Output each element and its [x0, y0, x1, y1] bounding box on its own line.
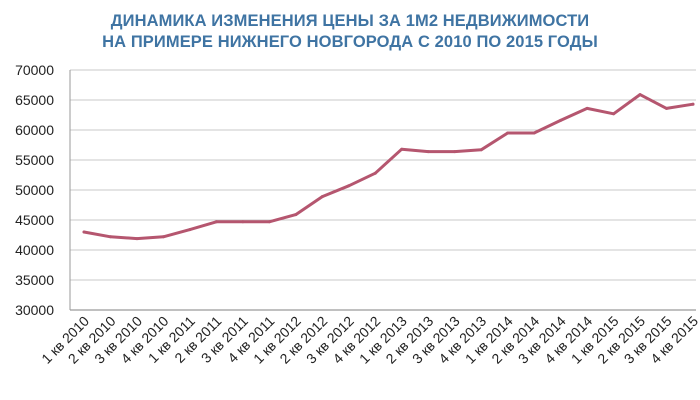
data-point: [373, 171, 377, 175]
data-point: [108, 235, 112, 239]
data-point: [532, 131, 536, 135]
data-point: [188, 228, 192, 232]
data-point: [320, 195, 324, 199]
axes: [69, 70, 696, 311]
data-point: [135, 237, 139, 241]
data-point: [294, 213, 298, 217]
data-point: [638, 93, 642, 97]
data-point: [506, 131, 510, 135]
data-point: [214, 220, 218, 224]
chart-title-line-1: ДИНАМИКА ИЗМЕНЕНИЯ ЦЕНЫ ЗА 1М2 НЕДВИЖИМО…: [110, 12, 590, 30]
chart-title: ДИНАМИКА ИЗМЕНЕНИЯ ЦЕНЫ ЗА 1М2 НЕДВИЖИМО…: [0, 11, 700, 53]
series-line: [82, 93, 695, 241]
data-point: [453, 150, 457, 154]
data-point: [82, 230, 86, 234]
data-point: [612, 112, 616, 116]
data-point: [585, 106, 589, 110]
data-point: [665, 106, 669, 110]
data-point: [161, 235, 165, 239]
y-tick-label: 65000: [15, 92, 54, 108]
gridlines: [70, 69, 696, 311]
data-point: [400, 147, 404, 151]
y-tick-label: 35000: [15, 272, 54, 288]
y-axis-tick-labels: 30000 35000 40000 45000 50000 55000 60000 65000…: [15, 62, 54, 318]
series-layer: [82, 93, 695, 241]
data-point: [559, 118, 563, 122]
data-point: [347, 184, 351, 188]
data-point: [426, 150, 430, 154]
y-tick-label: 60000: [15, 122, 54, 138]
data-point: [691, 102, 695, 106]
data-point: [267, 220, 271, 224]
data-point: [479, 148, 483, 152]
y-tick-label: 30000: [15, 302, 54, 318]
chart-title-line-2: НА ПРИМЕРЕ НИЖНЕГО НОВГОРОДА С 2010 ПО 2…: [102, 33, 598, 51]
y-tick-label: 45000: [15, 212, 54, 228]
y-tick-label: 70000: [15, 62, 54, 78]
y-tick-label: 50000: [15, 182, 54, 198]
y-tick-label: 55000: [15, 152, 54, 168]
data-point: [241, 220, 245, 224]
y-tick-label: 40000: [15, 242, 54, 258]
